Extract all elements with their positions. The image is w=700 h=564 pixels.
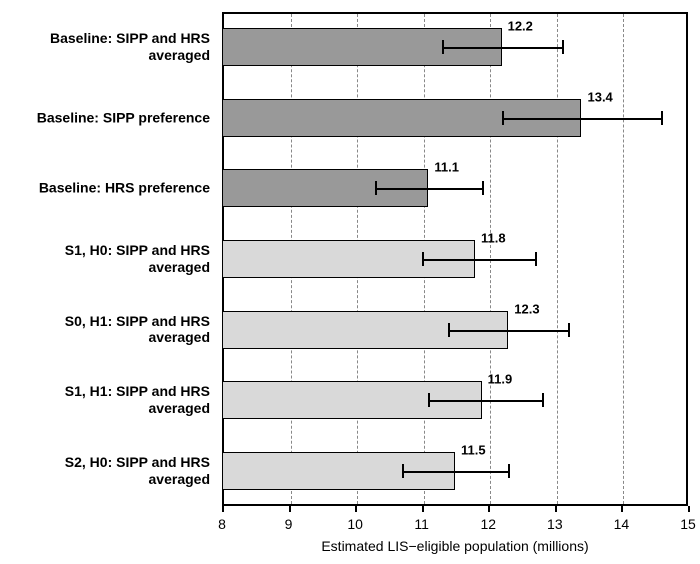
x-tick (355, 506, 357, 512)
error-cap (508, 464, 510, 478)
error-cap (535, 252, 537, 266)
error-bar (448, 330, 568, 332)
bar-label: S0, H1: SIPP and HRS averaged (0, 313, 218, 347)
bar-value-label: 11.1 (434, 160, 459, 175)
x-axis-title: Estimated LIS−eligible population (milli… (222, 538, 688, 554)
bar-value-label: 11.9 (488, 372, 513, 387)
x-tick (621, 506, 623, 512)
gridline (623, 14, 624, 504)
error-cap (482, 181, 484, 195)
error-cap (542, 393, 544, 407)
x-tick-label: 13 (547, 516, 563, 532)
error-cap (562, 40, 564, 54)
error-bar (422, 259, 535, 261)
x-tick-label: 9 (285, 516, 293, 532)
error-cap (402, 464, 404, 478)
error-bar (502, 118, 662, 120)
bar-value-label: 12.2 (508, 19, 533, 34)
bar-value-label: 12.3 (514, 301, 539, 316)
x-tick (422, 506, 424, 512)
bar-label: Baseline: HRS preference (0, 180, 218, 197)
error-cap (568, 323, 570, 337)
bar-label: Baseline: SIPP preference (0, 109, 218, 126)
x-tick-label: 12 (480, 516, 496, 532)
x-tick (488, 506, 490, 512)
error-cap (422, 252, 424, 266)
bar-value-label: 11.8 (481, 231, 506, 246)
error-cap (375, 181, 377, 195)
error-bar (375, 188, 482, 190)
error-bar (402, 471, 509, 473)
x-tick (289, 506, 291, 512)
x-tick-label: 14 (614, 516, 630, 532)
gridline (557, 14, 558, 504)
error-bar (442, 47, 562, 49)
error-bar (428, 400, 541, 402)
x-tick-label: 11 (414, 516, 429, 532)
error-cap (442, 40, 444, 54)
error-cap (502, 111, 504, 125)
x-tick-label: 10 (347, 516, 363, 532)
x-tick-label: 15 (680, 516, 696, 532)
x-tick (222, 506, 224, 512)
error-cap (428, 393, 430, 407)
error-cap (661, 111, 663, 125)
bar-label: Baseline: SIPP and HRS averaged (0, 30, 218, 64)
bar-value-label: 13.4 (587, 89, 612, 104)
error-cap (448, 323, 450, 337)
bar-label: S2, H0: SIPP and HRS averaged (0, 454, 218, 488)
bar-chart: 8 9 10 11 12 13 14 15 Estimated LIS−eligible pop… (0, 0, 700, 564)
x-tick (688, 506, 690, 512)
x-tick (555, 506, 557, 512)
bar-value-label: 11.5 (461, 442, 486, 457)
bar-label: S1, H0: SIPP and HRS averaged (0, 242, 218, 276)
bar-label: S1, H1: SIPP and HRS averaged (0, 383, 218, 417)
x-tick-label: 8 (218, 516, 226, 532)
